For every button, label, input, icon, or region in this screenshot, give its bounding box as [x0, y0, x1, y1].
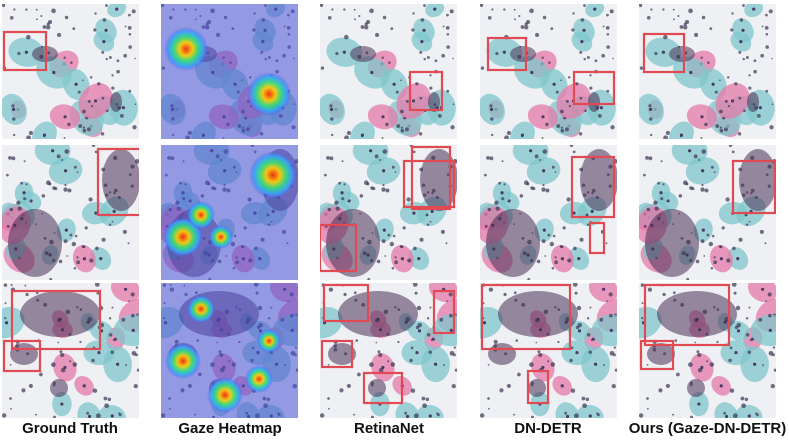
detection-box: [408, 70, 444, 112]
detection-box: [320, 223, 358, 273]
image-gaze-heatmap-row-2: [161, 145, 298, 280]
detection-box: [570, 155, 616, 219]
caption-gaze-heatmap: Gaze Heatmap: [178, 420, 282, 437]
image-ours-row-2: [639, 145, 776, 280]
caption-ours: Ours (Gaze-DN-DETR): [628, 420, 787, 437]
detection-box: [96, 147, 139, 217]
detection-box: [480, 283, 572, 351]
image-ground-truth-row-2: [2, 145, 139, 280]
detection-box: [572, 70, 616, 106]
caption-ground-truth: Ground Truth: [22, 420, 118, 437]
detection-box: [320, 339, 354, 369]
image-ground-truth-row-3: [2, 283, 139, 418]
image-dn-detr-row-1: [480, 4, 617, 139]
detection-box: [486, 36, 528, 72]
detection-box: [588, 221, 606, 255]
image-gaze-heatmap-row-1: [161, 4, 298, 139]
detection-box: [526, 369, 550, 405]
detection-box: [402, 159, 456, 209]
image-dn-detr-row-3: [480, 283, 617, 418]
caption-retinanet: RetinaNet: [353, 420, 424, 437]
image-retinanet-row-1: [320, 4, 457, 139]
detection-box: [322, 283, 370, 323]
detection-box: [410, 145, 452, 211]
image-ours-row-3: [639, 283, 776, 418]
detection-box: [2, 30, 48, 72]
image-ours-row-1: [639, 4, 776, 139]
detection-box: [2, 339, 42, 373]
image-dn-detr-row-2: [480, 145, 617, 280]
caption-dn-detr: DN-DETR: [514, 420, 582, 437]
detection-box: [643, 283, 731, 347]
detection-box: [432, 289, 456, 335]
image-ground-truth-row-1: [2, 4, 139, 139]
detection-box: [10, 289, 102, 351]
image-retinanet-row-3: [320, 283, 457, 418]
image-gaze-heatmap-row-3: [161, 283, 298, 418]
detection-box: [362, 371, 404, 405]
detection-box: [639, 339, 675, 371]
image-retinanet-row-2: [320, 145, 457, 280]
detection-box: [642, 32, 686, 74]
detection-box: [731, 159, 776, 215]
